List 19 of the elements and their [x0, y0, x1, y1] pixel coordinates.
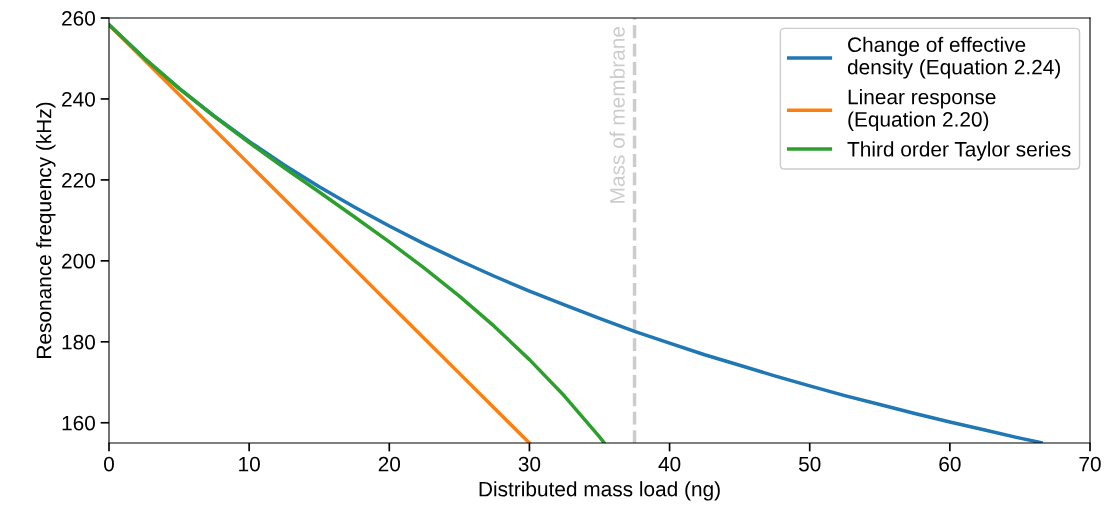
x-tick-label: 70: [1079, 456, 1101, 472]
x-tick-label: 0: [104, 456, 114, 472]
legend-label: Third order Taylor series: [847, 141, 1071, 161]
x-axis-title: Distributed mass load (ng): [479, 481, 720, 501]
x-tick-label: 60: [939, 456, 961, 472]
legend-label: Linear response (Equation 2.20): [848, 89, 996, 131]
y-tick-label: 260: [62, 11, 95, 26]
y-axis-title: Resonance frequency (kHz): [36, 102, 56, 358]
x-tick-label: 30: [518, 456, 541, 472]
y-tick-label: 160: [62, 415, 95, 431]
y-tick-label: 200: [62, 253, 95, 269]
x-tick-label: 10: [239, 456, 260, 472]
y-tick-label: 220: [62, 172, 95, 188]
x-tick-label: 40: [658, 456, 681, 472]
y-tick-label: 240: [62, 91, 95, 107]
y-tick-label: 180: [62, 334, 95, 350]
legend-label: Change of effective density (Equation 2.24): [847, 36, 1060, 79]
x-tick-label: 50: [798, 456, 821, 472]
x-tick-label: 20: [378, 456, 401, 472]
